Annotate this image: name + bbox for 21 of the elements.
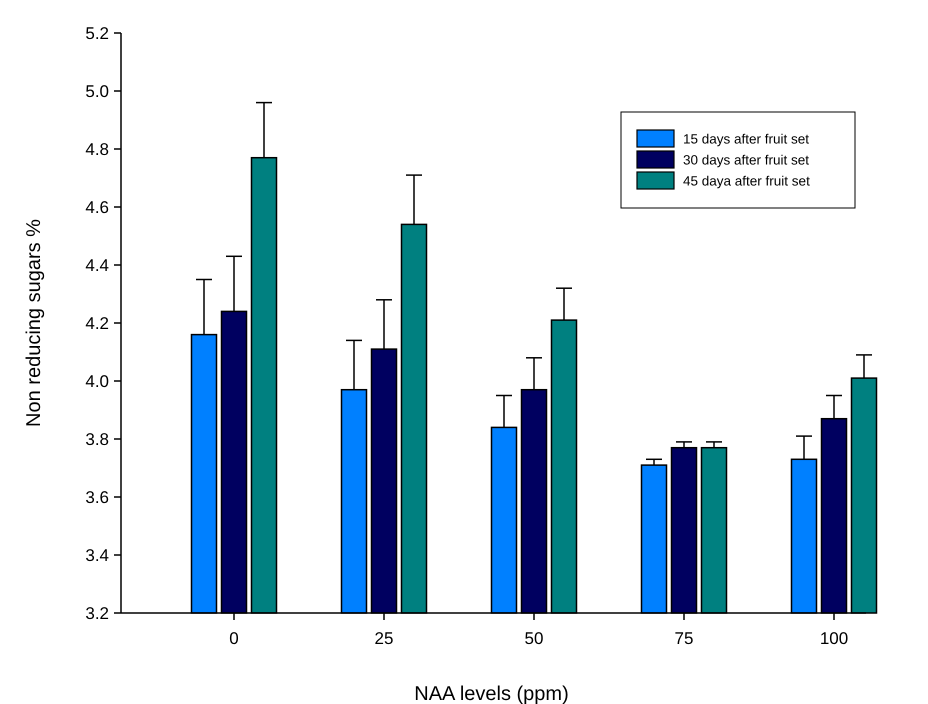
y-tick-label: 3.6: [85, 488, 109, 507]
x-tick-label: 25: [374, 629, 394, 648]
y-tick-label: 5.2: [85, 24, 109, 43]
x-axis-title: NAA levels (ppm): [414, 683, 569, 704]
x-tick-label: 75: [674, 629, 694, 648]
y-tick-label: 4.2: [85, 314, 109, 333]
y-tick-label: 4.8: [85, 140, 109, 159]
x-tick-label: 50: [524, 629, 544, 648]
x-tick-label: 100: [820, 629, 848, 648]
y-tick-label: 3.4: [85, 546, 109, 565]
legend-label: 15 days after fruit set: [683, 132, 810, 147]
y-tick-label: 5.0: [85, 82, 109, 101]
legend-label: 45 daya after fruit set: [683, 174, 810, 189]
y-tick-label: 3.2: [85, 604, 109, 623]
y-axis-title: Non reducing sugars %: [23, 218, 45, 427]
y-tick-label: 3.8: [85, 430, 109, 449]
y-tick-label: 4.0: [85, 372, 109, 391]
y-tick-label: 4.4: [85, 256, 109, 275]
legend-label: 30 days after fruit set: [683, 152, 810, 168]
x-tick-label: 0: [229, 629, 239, 648]
y-tick-label: 4.6: [85, 198, 109, 217]
